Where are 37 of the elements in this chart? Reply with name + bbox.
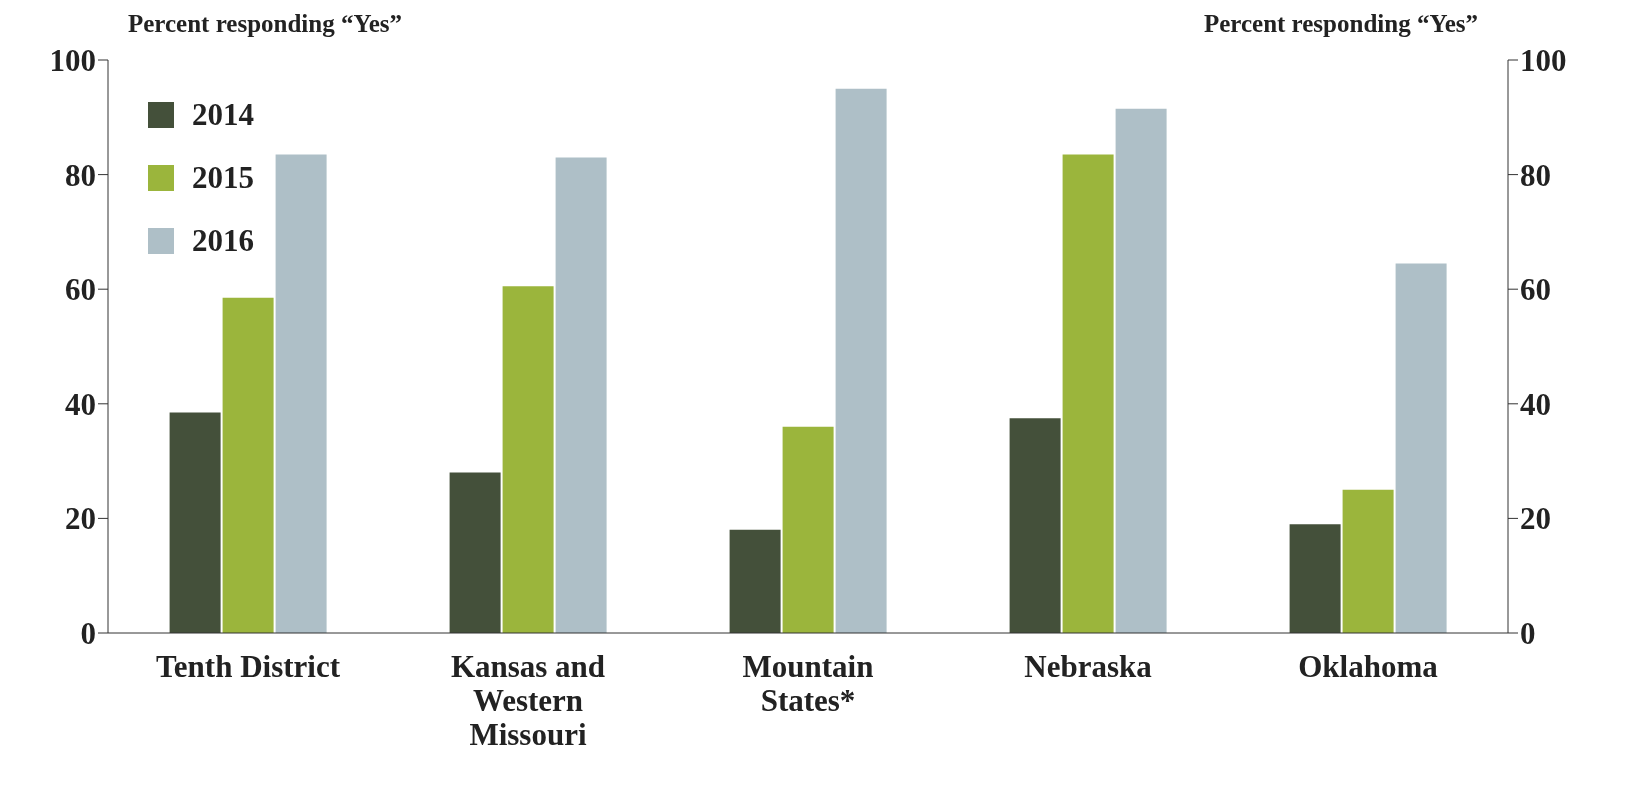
x-tick-label: Nebraska <box>1024 649 1153 684</box>
y2-tick-label: 40 <box>1520 386 1551 422</box>
y-tick-label: 0 <box>80 616 96 652</box>
bar <box>835 88 887 633</box>
y2-tick-label: 100 <box>1520 43 1567 79</box>
legend-label: 2016 <box>192 222 254 259</box>
bar <box>449 472 501 633</box>
bar <box>169 412 221 633</box>
bar <box>1062 154 1114 633</box>
bar <box>502 286 554 633</box>
bar <box>555 157 607 633</box>
x-tick-label: Mountain States* <box>742 649 874 718</box>
bar <box>222 297 274 633</box>
y2-tick-label: 0 <box>1520 616 1536 652</box>
x-tick-label: Tenth District <box>156 649 341 684</box>
bar <box>1009 418 1061 633</box>
bar <box>729 529 781 633</box>
x-tick-label: Kansas and Western Missouri <box>450 649 606 752</box>
y2-tick-label: 60 <box>1520 272 1551 308</box>
y-axis-title: Percent responding “Yes” <box>128 10 403 38</box>
legend-label: 2014 <box>192 96 254 133</box>
y-tick-label: 100 <box>49 43 96 79</box>
bar <box>1115 108 1167 633</box>
bar <box>782 426 834 633</box>
y2-axis-title: Percent responding “Yes” <box>1203 10 1478 38</box>
y2-tick-label: 20 <box>1520 501 1551 537</box>
bar <box>1395 263 1447 633</box>
bar <box>1342 489 1394 633</box>
y2-tick-label: 80 <box>1520 157 1551 193</box>
bar <box>275 154 327 633</box>
y-tick-label: 40 <box>65 386 96 422</box>
x-tick-label: Oklahoma <box>1298 649 1439 684</box>
legend-label: 2015 <box>192 159 254 196</box>
bar <box>1289 524 1341 633</box>
y-tick-label: 60 <box>65 272 96 308</box>
y-tick-label: 20 <box>65 501 96 537</box>
y-tick-label: 80 <box>65 157 96 193</box>
